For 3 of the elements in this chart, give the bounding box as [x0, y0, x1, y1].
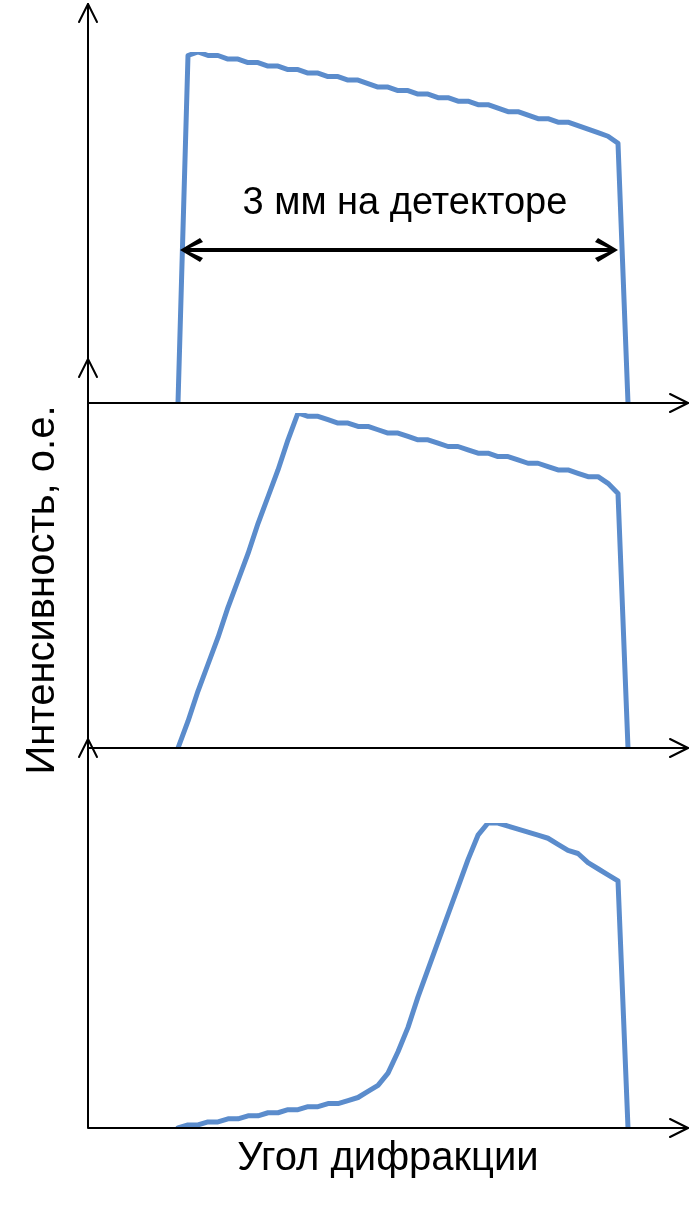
annotation: 3 мм на детекторе: [241, 180, 569, 223]
y-axis-title: Интенсивность, о.е.: [17, 405, 63, 775]
x-axis-title: Угол дифракции: [236, 1134, 540, 1179]
